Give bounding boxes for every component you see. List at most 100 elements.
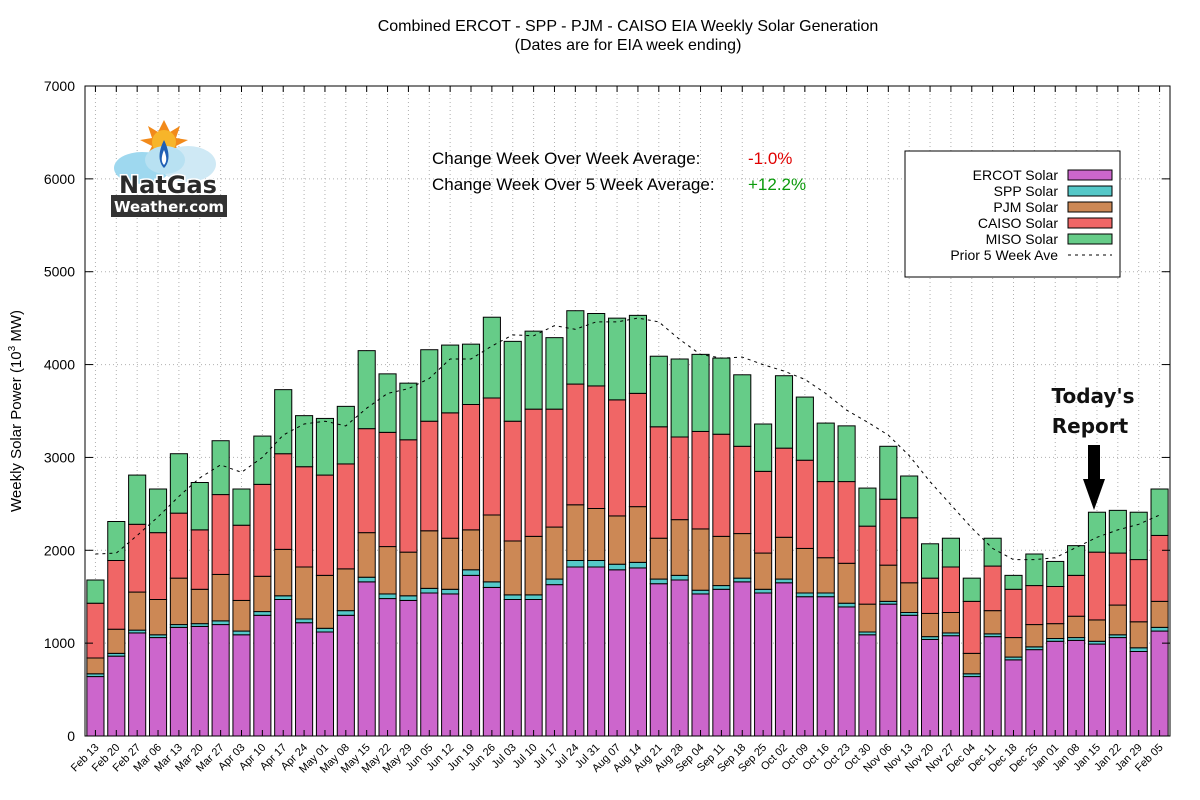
bar-stack xyxy=(190,482,209,737)
bar-segment-ercot-solar xyxy=(503,599,522,737)
bar-segment-pjm-solar xyxy=(900,582,919,613)
bar-segment-ercot-solar xyxy=(1150,630,1169,737)
bar-segment-ercot-solar xyxy=(566,566,585,737)
bar-segment-ercot-solar xyxy=(1004,659,1023,737)
bar-segment-pjm-solar xyxy=(295,566,314,620)
bar-segment-pjm-solar xyxy=(545,526,564,580)
bar-segment-pjm-solar xyxy=(879,564,898,602)
bar-segment-spp-solar xyxy=(482,581,501,588)
bar-segment-spp-solar xyxy=(566,560,585,568)
bar-segment-spp-solar xyxy=(253,611,272,616)
bar-segment-spp-solar xyxy=(545,578,564,586)
bar-segment-ercot-solar xyxy=(879,603,898,737)
wow-change-label: Change Week Over Week Average: xyxy=(432,149,700,168)
bar-segment-spp-solar xyxy=(649,578,668,585)
bar-segment-spp-solar xyxy=(837,602,856,608)
bar-segment-spp-solar xyxy=(315,627,335,633)
bar-segment-pjm-solar xyxy=(566,504,585,561)
bar-segment-miso-solar xyxy=(190,482,209,531)
bar-segment-pjm-solar xyxy=(670,519,689,576)
bar-segment-spp-solar xyxy=(691,589,710,595)
bar-segment-ercot-solar xyxy=(336,614,355,737)
bar-segment-pjm-solar xyxy=(274,548,293,597)
bar-segment-pjm-solar xyxy=(86,657,105,675)
bar-stack xyxy=(754,423,773,737)
bar-segment-miso-solar xyxy=(1004,574,1023,590)
bar-stack xyxy=(879,445,898,737)
bar-segment-pjm-solar xyxy=(1025,624,1044,648)
bar-segment-miso-solar xyxy=(900,475,919,519)
plot-area-frame xyxy=(84,85,1171,737)
bar-segment-caiso-solar xyxy=(315,474,335,576)
bar-stack xyxy=(253,435,272,737)
bar-segment-miso-solar xyxy=(378,373,397,433)
bar-segment-miso-solar xyxy=(169,453,188,514)
bar-segment-pjm-solar xyxy=(378,546,397,595)
bar-segment-pjm-solar xyxy=(795,547,814,594)
y-tick-label: 6000 xyxy=(44,171,75,187)
bar-stack xyxy=(983,537,1002,737)
bar-segment-ercot-solar xyxy=(774,582,794,737)
bar-segment-spp-solar xyxy=(295,618,314,624)
five-week-change-value: +12.2% xyxy=(748,175,806,194)
bar-segment-miso-solar xyxy=(941,537,960,568)
bar-stack xyxy=(670,358,689,737)
bar-segment-ercot-solar xyxy=(983,636,1002,737)
bar-segment-ercot-solar xyxy=(649,583,668,737)
bar-segment-ercot-solar xyxy=(941,635,960,737)
bar-segment-miso-solar xyxy=(983,537,1002,567)
bar-segment-caiso-solar xyxy=(816,481,835,559)
bar-segment-miso-solar xyxy=(587,313,606,387)
bar-segment-caiso-solar xyxy=(524,408,543,537)
legend-label: PJM Solar xyxy=(993,199,1058,215)
bar-segment-ercot-solar xyxy=(315,631,335,737)
bar-segment-spp-solar xyxy=(399,595,418,601)
y-tick-label: 7000 xyxy=(44,78,75,94)
bar-segment-pjm-solar xyxy=(169,577,188,626)
bar-segment-miso-solar xyxy=(461,343,481,405)
bar-stack xyxy=(1046,560,1065,737)
bar-segment-miso-solar xyxy=(295,415,314,468)
natgas-weather-logo: NatGas Weather.com xyxy=(111,120,227,217)
bar-segment-spp-solar xyxy=(274,595,293,600)
bar-segment-ercot-solar xyxy=(816,596,835,737)
bar-segment-caiso-solar xyxy=(545,408,564,528)
bar-stack xyxy=(712,357,731,737)
bar-stack xyxy=(148,488,168,737)
bar-segment-pjm-solar xyxy=(128,591,147,631)
bar-segment-miso-solar xyxy=(336,405,355,465)
bar-segment-spp-solar xyxy=(232,630,251,636)
bar-segment-ercot-solar xyxy=(441,593,460,737)
bar-stack xyxy=(1025,553,1044,737)
bar-segment-ercot-solar xyxy=(461,574,481,737)
y-axis-label: Weekly Solar Power (103 MW) xyxy=(7,310,25,512)
todays-report-line2: Report xyxy=(1052,414,1129,438)
bar-stack xyxy=(774,375,794,737)
bar-stack xyxy=(315,417,335,737)
bar-stack xyxy=(1087,511,1107,737)
bar-segment-pjm-solar xyxy=(190,588,209,625)
bar-segment-pjm-solar xyxy=(1108,604,1127,636)
bar-stack xyxy=(587,313,606,737)
bar-segment-pjm-solar xyxy=(107,628,126,654)
bar-stack xyxy=(378,373,397,737)
bar-segment-caiso-solar xyxy=(795,459,814,549)
bar-segment-miso-solar xyxy=(1046,560,1065,588)
bar-segment-spp-solar xyxy=(628,561,647,569)
bar-segment-ercot-solar xyxy=(837,606,856,737)
bar-stack xyxy=(107,521,126,737)
bar-stack xyxy=(420,349,439,737)
chart-title: Combined ERCOT - SPP - PJM - CAISO EIA W… xyxy=(378,18,879,35)
bar-stack xyxy=(566,310,585,737)
bar-stack xyxy=(86,579,105,737)
bar-segment-miso-solar xyxy=(315,417,335,476)
bar-segment-miso-solar xyxy=(920,543,940,579)
bar-segment-miso-solar xyxy=(608,317,627,401)
bar-stack xyxy=(1150,488,1169,737)
bar-segment-pjm-solar xyxy=(858,603,877,633)
bar-segment-pjm-solar xyxy=(336,568,355,612)
y-axis-label-end: MW) xyxy=(8,310,25,346)
bar-stack xyxy=(211,440,230,737)
bar-segment-miso-solar xyxy=(274,389,293,455)
bar-segment-miso-solar xyxy=(441,344,460,414)
